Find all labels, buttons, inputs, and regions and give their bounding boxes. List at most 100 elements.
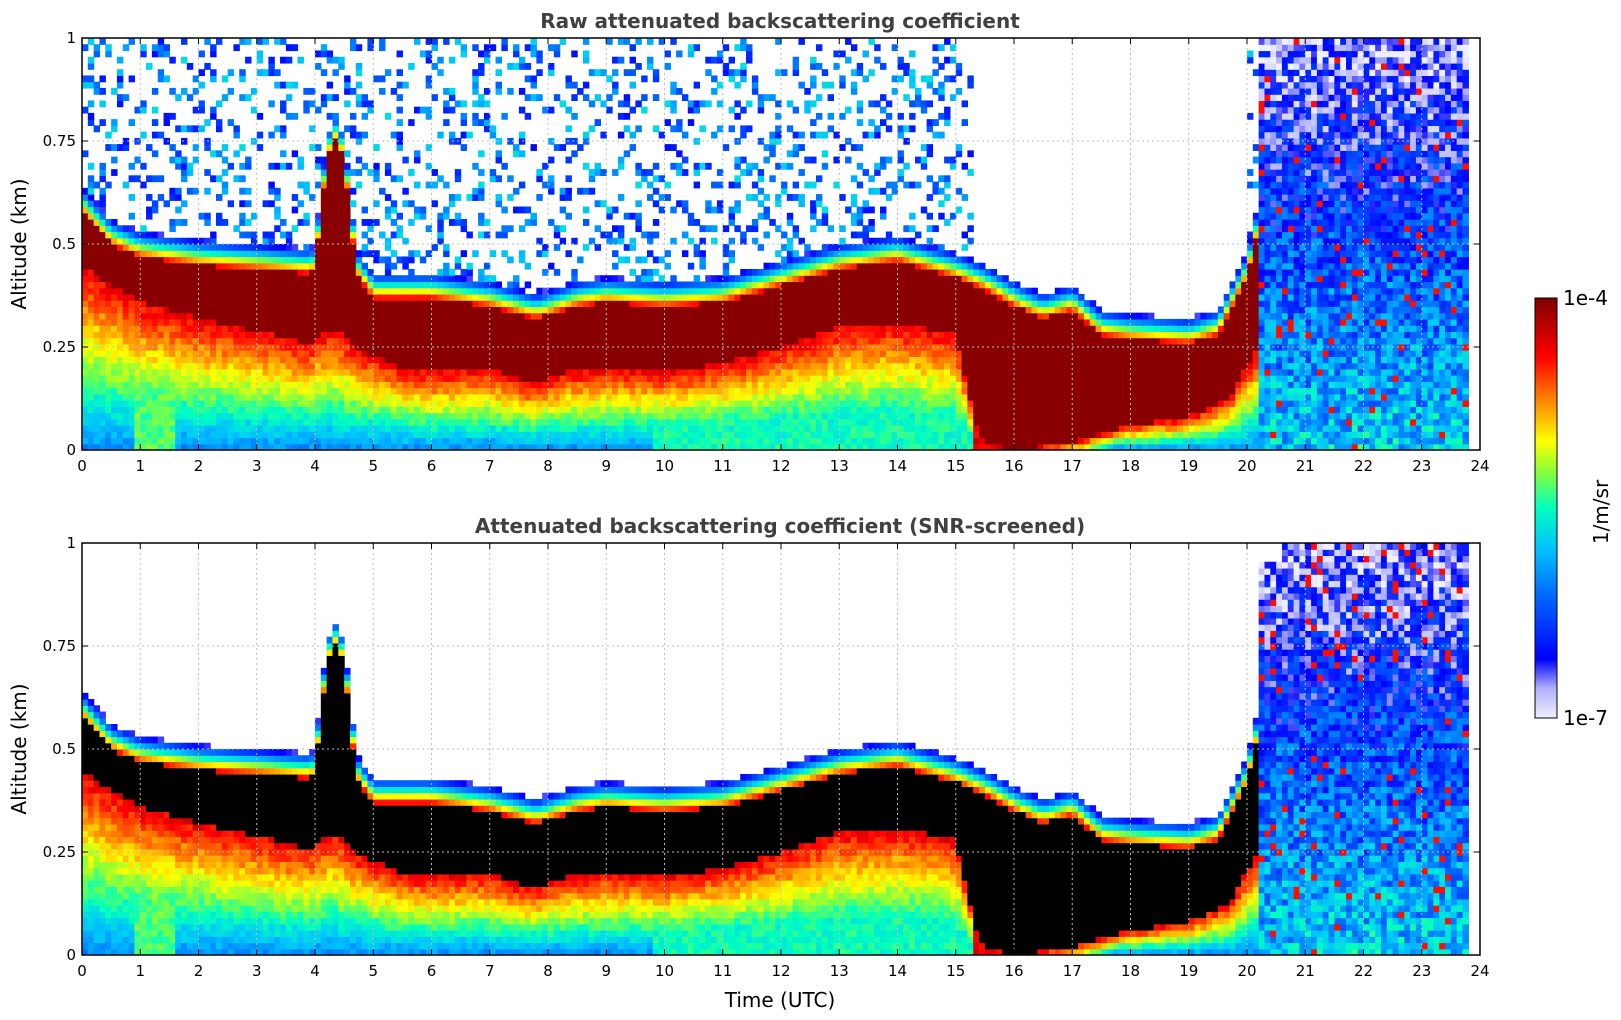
heatmap-cell <box>612 325 619 332</box>
heatmap-cell <box>414 337 421 345</box>
heatmap-cell <box>309 281 316 289</box>
heatmap-cell <box>134 350 141 357</box>
heatmap-cell <box>338 175 345 183</box>
heatmap-cell <box>361 400 369 407</box>
heatmap-cell <box>338 318 345 326</box>
heatmap-cell <box>606 350 613 357</box>
heatmap-cell <box>204 325 211 332</box>
heatmap-cell <box>169 244 176 251</box>
heatmap-cell <box>693 281 701 289</box>
heatmap-cell <box>798 331 805 339</box>
heatmap-cell <box>629 375 636 382</box>
heatmap-cell <box>93 412 101 420</box>
heatmap-cell <box>495 362 502 370</box>
heatmap-cell <box>483 387 491 395</box>
heatmap-cell <box>326 418 334 426</box>
heatmap-cell <box>349 125 357 133</box>
heatmap-cell <box>443 106 450 114</box>
heatmap-cell <box>786 256 794 264</box>
heatmap-cell <box>344 256 351 264</box>
heatmap-cell <box>425 362 433 370</box>
heatmap-cell <box>82 275 89 283</box>
heatmap-cell <box>472 44 479 52</box>
heatmap-cell <box>93 212 101 220</box>
heatmap-cell <box>169 293 176 301</box>
heatmap-cell <box>215 244 223 251</box>
heatmap-cell <box>320 187 328 195</box>
heatmap-cell <box>425 225 433 233</box>
heatmap-cell <box>338 325 345 332</box>
heatmap-cell <box>268 325 275 332</box>
heatmap-cell <box>390 293 398 301</box>
heatmap-cell <box>349 362 357 370</box>
heatmap-cell <box>711 75 718 83</box>
heatmap-cell <box>285 443 293 450</box>
heatmap-cell <box>716 418 724 426</box>
heatmap-cell <box>338 425 345 432</box>
heatmap-cell <box>361 262 369 270</box>
heatmap-cell <box>594 350 602 357</box>
heatmap-cell <box>379 318 386 326</box>
heatmap-cell <box>781 343 788 351</box>
heatmap-cell <box>221 375 229 382</box>
heatmap-cell <box>460 393 468 401</box>
heatmap-cell <box>518 406 526 414</box>
heatmap-cell <box>763 94 770 102</box>
heatmap-cell <box>116 231 124 239</box>
heatmap-cell <box>629 318 636 326</box>
heatmap-cell <box>379 412 386 420</box>
heatmap-cell <box>652 431 660 439</box>
heatmap-cell <box>746 169 753 176</box>
heatmap-cell <box>215 281 223 289</box>
heatmap-cell <box>250 331 258 339</box>
heatmap-cell <box>210 237 217 245</box>
heatmap-cell <box>384 406 392 414</box>
heatmap-cell <box>594 437 602 445</box>
heatmap-cell <box>617 100 625 108</box>
heatmap-cell <box>635 212 642 220</box>
heatmap-cell <box>338 150 345 158</box>
heatmap-cell <box>192 412 200 420</box>
heatmap-cell <box>489 175 497 183</box>
heatmap-cell <box>617 368 625 376</box>
heatmap-cell <box>140 237 147 245</box>
heatmap-cell <box>355 44 363 52</box>
heatmap-cell <box>722 431 730 439</box>
heatmap-cell <box>128 406 136 414</box>
heatmap-cell <box>93 318 101 326</box>
heatmap-cell <box>256 387 264 395</box>
heatmap-cell <box>728 256 735 264</box>
heatmap-cell <box>664 287 671 295</box>
heatmap-cell <box>705 300 712 308</box>
heatmap-cell <box>315 406 322 414</box>
heatmap-cell <box>542 350 549 357</box>
heatmap-cell <box>594 200 602 208</box>
heatmap-cell <box>810 206 817 214</box>
heatmap-cell <box>384 412 392 420</box>
heatmap-cell <box>693 375 701 382</box>
heatmap-cell <box>122 356 130 364</box>
heatmap-cell <box>513 150 520 158</box>
heatmap-cell <box>192 368 200 376</box>
heatmap-cell <box>571 387 578 395</box>
heatmap-cell <box>792 387 800 395</box>
heatmap-cell <box>443 262 450 270</box>
heatmap-cell <box>460 225 468 233</box>
heatmap-cell <box>274 300 281 308</box>
heatmap-cell <box>705 331 712 339</box>
heatmap-cell <box>367 400 374 407</box>
heatmap-cell <box>245 431 252 439</box>
heatmap-cell <box>227 393 235 401</box>
heatmap-cell <box>239 356 246 364</box>
heatmap-cell <box>303 381 310 389</box>
heatmap-cell <box>233 268 240 276</box>
heatmap-cell <box>309 368 316 376</box>
heatmap-cell <box>146 300 153 308</box>
heatmap-cell <box>716 293 724 301</box>
heatmap-cell <box>227 244 235 251</box>
heatmap-cell <box>111 225 118 233</box>
heatmap-cell <box>297 56 304 64</box>
heatmap-cell <box>781 425 788 432</box>
heatmap-cell <box>641 387 648 395</box>
heatmap-cell <box>256 425 264 432</box>
